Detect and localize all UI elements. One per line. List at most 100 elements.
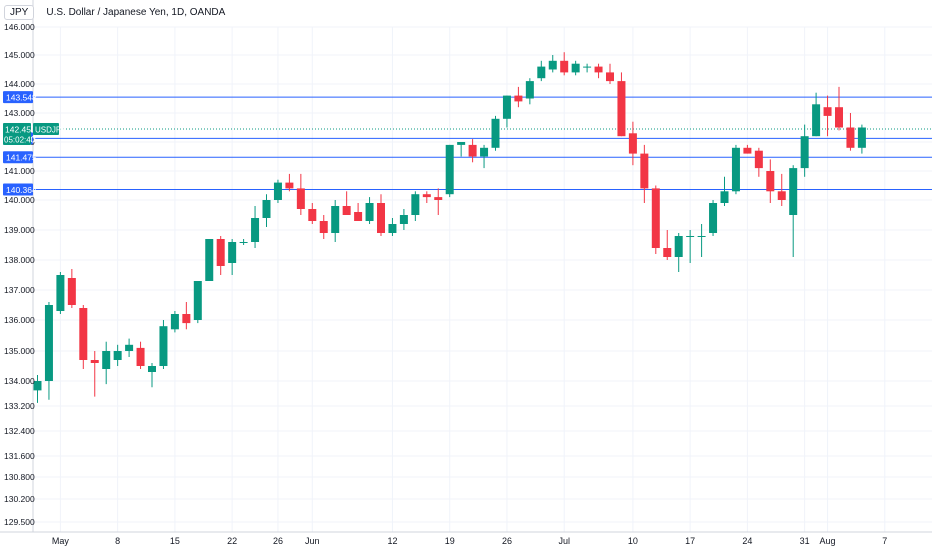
candle[interactable] <box>388 218 397 236</box>
candle[interactable] <box>251 206 260 248</box>
candle[interactable] <box>606 63 614 84</box>
candle[interactable] <box>205 239 214 281</box>
candle-body <box>560 60 569 73</box>
price-axis[interactable]: 146.000145.000144.000143.000142.000141.0… <box>4 22 35 527</box>
candle-body <box>262 200 271 218</box>
candle[interactable] <box>296 173 305 215</box>
candle[interactable] <box>422 191 431 203</box>
candle[interactable] <box>125 338 134 357</box>
candle[interactable] <box>342 191 351 215</box>
candle[interactable] <box>674 233 683 272</box>
candle[interactable] <box>468 139 477 163</box>
candle[interactable] <box>56 272 65 314</box>
candle[interactable] <box>79 305 88 369</box>
candle[interactable] <box>777 173 786 206</box>
candle[interactable] <box>823 95 832 137</box>
candle[interactable] <box>67 269 76 308</box>
candle[interactable] <box>537 60 546 82</box>
candle[interactable] <box>812 92 821 137</box>
candle[interactable] <box>754 147 763 177</box>
candle[interactable] <box>399 209 408 230</box>
candle[interactable] <box>285 173 294 192</box>
candle[interactable] <box>365 197 374 224</box>
candle[interactable] <box>216 236 225 275</box>
candle[interactable] <box>548 55 557 73</box>
candle[interactable] <box>766 159 775 203</box>
candle[interactable] <box>583 63 592 73</box>
candle[interactable] <box>434 188 443 215</box>
candle[interactable] <box>262 194 271 227</box>
candle[interactable] <box>159 320 168 369</box>
candle[interactable] <box>491 115 500 151</box>
candle[interactable] <box>617 72 626 137</box>
candle[interactable] <box>697 224 706 257</box>
candle[interactable] <box>857 124 866 154</box>
candle-body <box>285 182 294 189</box>
candle-body <box>457 142 466 145</box>
candle[interactable] <box>331 200 340 242</box>
candle[interactable] <box>182 302 191 330</box>
candle[interactable] <box>525 78 534 105</box>
candle[interactable] <box>136 341 145 369</box>
candle-body <box>617 81 626 137</box>
y-tick-label: 143.000 <box>4 108 35 118</box>
candle-body <box>205 239 214 281</box>
candle[interactable] <box>846 113 855 151</box>
candle[interactable] <box>720 176 729 206</box>
candle[interactable] <box>228 239 237 275</box>
candle[interactable] <box>628 121 637 166</box>
candle[interactable] <box>354 203 363 221</box>
candle[interactable] <box>640 144 649 203</box>
candle-body <box>193 281 202 320</box>
candle[interactable] <box>273 179 282 203</box>
candles[interactable] <box>33 52 866 403</box>
symbol-selector[interactable]: JPY <box>4 4 35 20</box>
candle-body <box>789 168 798 215</box>
candle[interactable] <box>193 281 202 324</box>
x-tick-label: Jun <box>305 536 320 546</box>
candle[interactable] <box>239 239 248 245</box>
candle-body <box>170 314 179 330</box>
candle[interactable] <box>651 185 660 255</box>
candle-body <box>365 203 374 221</box>
candle[interactable] <box>594 63 603 79</box>
candle[interactable] <box>686 230 695 263</box>
candle-body <box>354 212 363 221</box>
candle[interactable] <box>709 200 718 236</box>
hline-price-badge-text: 141.475 <box>6 153 37 163</box>
candle[interactable] <box>731 144 740 195</box>
candle[interactable] <box>411 191 420 221</box>
candle[interactable] <box>44 302 53 400</box>
candle[interactable] <box>319 215 328 239</box>
y-tick-label: 129.500 <box>4 517 35 527</box>
candle[interactable] <box>457 142 466 157</box>
candle[interactable] <box>102 341 111 385</box>
candle[interactable] <box>148 363 156 388</box>
candle[interactable] <box>308 203 317 224</box>
candle[interactable] <box>560 52 569 76</box>
x-tick-label: Jul <box>558 536 570 546</box>
candle[interactable] <box>514 86 523 108</box>
candle[interactable] <box>743 144 752 154</box>
candle[interactable] <box>571 60 580 76</box>
candle-body <box>812 104 821 137</box>
candle[interactable] <box>800 124 809 177</box>
hline-price-badge-bg <box>3 151 33 164</box>
candle[interactable] <box>789 165 798 257</box>
candle[interactable] <box>90 351 99 397</box>
candle[interactable] <box>663 230 672 260</box>
candle[interactable] <box>502 95 511 128</box>
candle[interactable] <box>835 86 843 131</box>
candle[interactable] <box>113 344 122 366</box>
candle[interactable] <box>170 311 179 333</box>
candle-body <box>56 275 65 311</box>
candle-body <box>434 197 443 200</box>
candle[interactable] <box>377 194 385 236</box>
candle[interactable] <box>480 144 489 169</box>
candle-body <box>846 127 855 148</box>
candle[interactable] <box>445 144 454 198</box>
candle[interactable] <box>33 375 42 403</box>
x-tick-label: 24 <box>742 536 752 546</box>
